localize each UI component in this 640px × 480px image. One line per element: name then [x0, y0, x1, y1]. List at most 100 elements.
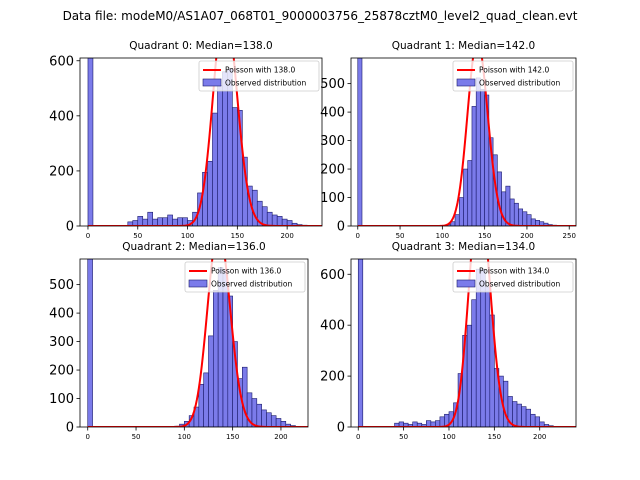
quadrant-2-histogram-bar	[242, 366, 248, 427]
quadrant-2-histogram-bar	[203, 372, 209, 427]
quadrant-0-legend: Poisson with 138.0 Observed distribution	[198, 60, 320, 92]
quadrant-1-legend-bar-swatch	[456, 78, 476, 87]
quadrant-2-y-tick-label: 300	[49, 335, 74, 350]
quadrant-1-x-tick-label: 250	[563, 232, 576, 240]
quadrant-1-histogram-bar	[513, 202, 519, 226]
quadrant-1-histogram-bar	[471, 106, 477, 226]
quadrant-3-y-tick-label: 600	[320, 268, 345, 283]
quadrant-1-legend: Poisson with 142.0 Observed distribution	[452, 60, 574, 92]
quadrant-3-histogram-bar	[357, 259, 364, 427]
quadrant-0-histogram-bar	[227, 68, 233, 226]
quadrant-2-x-tick-label: 50	[132, 433, 141, 441]
quadrant-3-x-tick-label: 150	[488, 433, 501, 441]
quadrant-3-histogram-bar	[530, 413, 536, 427]
quadrant-1-legend-box	[452, 60, 574, 92]
quadrant-0-histogram-bar	[167, 214, 173, 226]
quadrant-1-histogram-bar	[357, 58, 363, 226]
quadrant-0-title: Quadrant 0: Median=138.0	[129, 40, 272, 52]
quadrant-0-legend-observed-label: Observed distribution	[225, 79, 306, 88]
quadrant-2-x-tick-label: 150	[226, 433, 239, 441]
quadrant-0-histogram-bar	[217, 85, 223, 226]
quadrant-3-legend-box	[452, 261, 574, 293]
quadrant-2-histogram-bar	[251, 398, 258, 427]
quadrant-1-histogram-bar	[458, 197, 464, 226]
quadrant-3-x-tick-label: 200	[533, 433, 546, 441]
quadrant-1-histogram-bar	[509, 198, 515, 226]
quadrant-0-histogram-bar	[162, 217, 168, 226]
quadrant-3-plot-area	[357, 259, 576, 427]
quadrant-1-panel: Quadrant 1: Median=142.00100200300400500…	[320, 40, 577, 240]
quadrant-3-title: Quadrant 3: Median=134.0	[392, 241, 535, 253]
quadrant-0-y-tick-label: 600	[49, 54, 74, 69]
quadrant-0-histogram-bar	[261, 206, 268, 226]
quadrant-2-y-tick-label: 400	[49, 307, 74, 322]
quadrant-1-histogram-bar	[518, 208, 524, 226]
quadrant-0-histogram-bar	[271, 214, 278, 226]
quadrant-0-histogram-bar	[266, 211, 273, 226]
quadrant-3-x-tick-label: 0	[356, 433, 360, 441]
quadrant-1-x-tick-label: 50	[396, 232, 405, 240]
quadrant-1-legend-poisson-label: Poisson with 142.0	[479, 66, 549, 75]
quadrant-1-histogram-bar	[475, 77, 481, 226]
quadrant-3-legend: Poisson with 134.0 Observed distribution	[452, 261, 574, 293]
quadrant-1-y-tick-label: 400	[320, 106, 345, 121]
quadrant-3-y-tick-label: 200	[320, 370, 345, 385]
quadrant-2-histogram-bar	[87, 259, 93, 427]
quadrant-1-histogram-bar	[505, 185, 511, 226]
quadrant-3-y-tick-label: 400	[320, 319, 345, 334]
quadrant-3-histogram-bar	[484, 286, 491, 427]
quadrant-0-histogram-bar	[177, 217, 183, 226]
quadrant-2-histogram-bar	[213, 290, 219, 427]
quadrant-1-histogram-bar	[463, 168, 469, 226]
quadrant-1-axes-frame	[350, 57, 577, 227]
quadrant-3-histogram-bar	[439, 416, 445, 427]
quadrant-0-y-tick-label: 0	[66, 220, 74, 235]
quadrant-0-histogram-bar	[276, 216, 283, 226]
quadrant-1-histogram-bar	[526, 214, 532, 226]
quadrant-3-legend-bar-swatch	[456, 279, 476, 288]
quadrant-2-plot-area	[87, 259, 308, 427]
quadrant-2-legend-poisson-label: Poisson with 136.0	[211, 267, 281, 276]
quadrant-3-legend-observed-label: Observed distribution	[479, 280, 560, 289]
quadrant-0-x-tick-label: 100	[181, 232, 194, 240]
quadrant-0-y-tick-label: 400	[49, 109, 74, 124]
quadrant-2-axes-frame	[79, 258, 309, 428]
quadrant-2-histogram-bar	[270, 415, 277, 427]
quadrant-2-legend-box	[184, 261, 306, 293]
quadrant-2-histogram-bar	[198, 383, 204, 427]
quadrant-3-x-tick-label: 100	[442, 433, 455, 441]
quadrant-3-legend-poisson-label: Poisson with 134.0	[479, 267, 549, 276]
quadrant-0-x-tick-label: 150	[231, 232, 244, 240]
quadrant-3-poisson-curve	[358, 259, 576, 427]
quadrant-2-legend: Poisson with 136.0 Observed distribution	[184, 261, 306, 293]
quadrant-3-histogram-bar	[466, 324, 472, 427]
quadrant-0-histogram-bar	[137, 216, 144, 226]
quadrant-1-x-tick-label: 150	[478, 232, 491, 240]
quadrant-0-histogram-bar	[207, 160, 213, 226]
quadrant-2-y-tick-label: 200	[49, 364, 74, 379]
quadrant-3-y-tick-label: 0	[337, 421, 345, 436]
quadrant-1-x-tick-label: 200	[520, 232, 533, 240]
quadrant-2-y-tick-label: 0	[66, 421, 74, 436]
quadrant-2-histogram-bar	[261, 409, 267, 427]
quadrant-0-legend-poisson-label: Poisson with 138.0	[225, 66, 295, 75]
quadrant-1-x-tick-label: 100	[436, 232, 449, 240]
quadrant-3-histogram-bar	[525, 408, 531, 427]
quadrant-1-legend-observed-label: Observed distribution	[479, 79, 560, 88]
quadrant-2-histogram-bar	[275, 418, 282, 427]
quadrant-2-x-tick-label: 100	[178, 433, 191, 441]
quadrant-1-y-tick-label: 200	[320, 163, 345, 178]
quadrant-0-histogram-bar	[222, 71, 228, 226]
quadrant-2-legend-observed-label: Observed distribution	[211, 280, 292, 289]
quadrant-1-histogram-bar	[522, 211, 528, 226]
quadrant-2-histogram-bar	[208, 335, 214, 427]
quadrant-0-histogram-bar	[142, 218, 149, 226]
quadrant-1-histogram-bar	[480, 89, 485, 226]
quadrant-0-x-tick-label: 50	[133, 232, 142, 240]
quadrant-3-histogram-bar	[475, 268, 482, 427]
quadrant-1-y-tick-label: 500	[320, 77, 345, 92]
quadrant-0-axes-frame	[79, 57, 323, 227]
quadrant-0-histogram-bar	[281, 218, 288, 226]
quadrant-3-histogram-bar	[480, 268, 486, 427]
quadrant-0-panel: Quadrant 0: Median=138.0 0 200 400 600 0 50 100…	[49, 40, 323, 240]
